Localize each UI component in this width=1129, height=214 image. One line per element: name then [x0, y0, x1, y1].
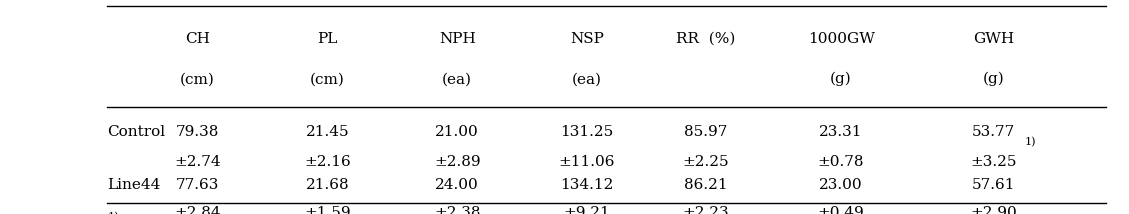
Text: ±2.16: ±2.16	[304, 155, 351, 169]
Text: 134.12: 134.12	[560, 178, 614, 192]
Text: Line44: Line44	[107, 178, 160, 192]
Text: 79.38: 79.38	[176, 125, 219, 139]
Text: 85.97: 85.97	[684, 125, 727, 139]
Text: 86.21: 86.21	[684, 178, 727, 192]
Text: ±0.49: ±0.49	[817, 206, 865, 214]
Text: (cm): (cm)	[181, 72, 215, 86]
Text: (g): (g)	[982, 72, 1005, 86]
Text: ±2.74: ±2.74	[174, 155, 221, 169]
Text: RR  (%): RR (%)	[676, 31, 735, 46]
Text: ±11.06: ±11.06	[559, 155, 615, 169]
Text: NPH: NPH	[439, 31, 475, 46]
Text: 77.63: 77.63	[176, 178, 219, 192]
Text: ±2.84: ±2.84	[174, 206, 221, 214]
Text: (cm): (cm)	[310, 72, 344, 86]
Text: ±2.25: ±2.25	[682, 155, 729, 169]
Text: 21.45: 21.45	[306, 125, 349, 139]
Text: ±1.59: ±1.59	[304, 206, 351, 214]
Text: GWH: GWH	[973, 31, 1014, 46]
Text: Control: Control	[107, 125, 165, 139]
Text: ±2.90: ±2.90	[970, 206, 1017, 214]
Text: ±2.89: ±2.89	[434, 155, 481, 169]
Text: ±3.25: ±3.25	[970, 155, 1017, 169]
Text: 53.77: 53.77	[972, 125, 1015, 139]
Text: 23.31: 23.31	[820, 125, 863, 139]
Text: (g): (g)	[830, 72, 852, 86]
Text: 1): 1)	[1025, 137, 1036, 147]
Text: ±9.21: ±9.21	[563, 206, 611, 214]
Text: 1000GW: 1000GW	[807, 31, 875, 46]
Text: 21.68: 21.68	[306, 178, 349, 192]
Text: 23.00: 23.00	[820, 178, 863, 192]
Text: ±2.23: ±2.23	[682, 206, 729, 214]
Text: CH: CH	[185, 31, 210, 46]
Text: ±2.38: ±2.38	[434, 206, 481, 214]
Text: 57.61: 57.61	[972, 178, 1015, 192]
Text: (ea): (ea)	[572, 72, 602, 86]
Text: 24.00: 24.00	[436, 178, 479, 192]
Text: (ea): (ea)	[443, 72, 472, 86]
Text: 21.00: 21.00	[436, 125, 479, 139]
Text: 131.25: 131.25	[560, 125, 614, 139]
Text: 1): 1)	[107, 212, 119, 214]
Text: PL: PL	[317, 31, 338, 46]
Text: NSP: NSP	[570, 31, 604, 46]
Text: ±0.78: ±0.78	[817, 155, 865, 169]
